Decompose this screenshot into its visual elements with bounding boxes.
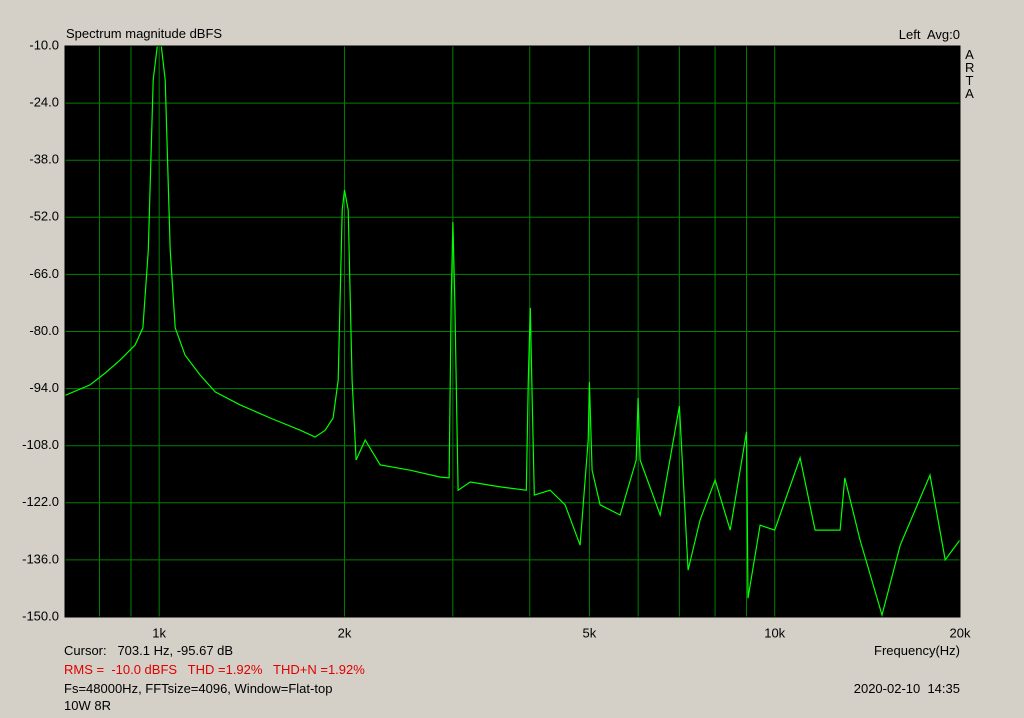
x-tick-label: 20k [950,625,971,640]
y-tick-label: -122.0 [22,494,59,509]
y-tick-label: -80.0 [29,323,59,338]
plot-frame [64,45,961,618]
measurements: RMS = -10.0 dBFS THD =1.92% THD+N =1.92% [64,662,365,677]
y-tick-label: -150.0 [22,608,59,623]
cursor-readout: Cursor: 703.1 Hz, -95.67 dB [64,643,234,658]
spectrum-line [64,45,961,618]
x-tick-label: 5k [583,625,597,640]
x-axis-label: Frequency(Hz) [874,643,960,658]
y-tick-label: -24.0 [29,95,59,110]
y-tick-label: -108.0 [22,437,59,452]
note: 10W 8R [64,698,111,713]
y-tick-label: -136.0 [22,551,59,566]
channel-label: Left Avg:0 [898,27,960,42]
y-tick-label: -66.0 [29,266,59,281]
y-tick-label: -10.0 [29,37,59,52]
x-tick-label: 1k [152,625,166,640]
brand: ARTA [965,47,975,101]
y-tick-label: -38.0 [29,152,59,167]
y-tick-label: -94.0 [29,380,59,395]
x-tick-label: 2k [338,625,352,640]
y-tick-label: -52.0 [29,209,59,224]
x-tick-label: 10k [764,625,785,640]
settings: Fs=48000Hz, FFTsize=4096, Window=Flat-to… [64,681,333,696]
chart-title: Spectrum magnitude dBFS [66,26,223,41]
timestamp: 2020-02-10 14:35 [853,681,960,696]
